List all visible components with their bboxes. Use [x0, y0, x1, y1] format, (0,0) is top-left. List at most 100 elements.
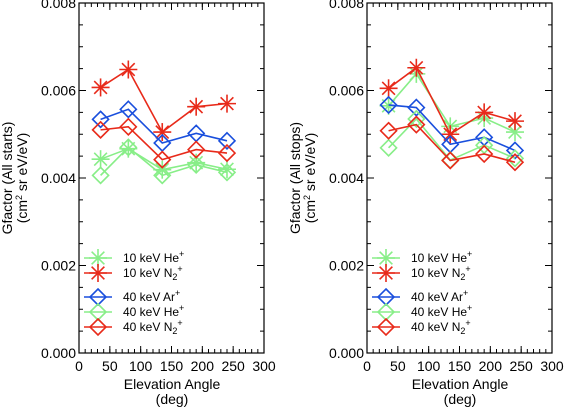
data-point-diamond: [505, 153, 525, 172]
series-lines: [379, 58, 525, 172]
data-point-diamond: [217, 163, 237, 182]
legend-label: 10 keV N2+: [411, 264, 471, 282]
legend-label: 40 keV Ar+: [411, 288, 468, 304]
series-10-kev-n2: [379, 58, 524, 144]
y-tick-label: 0.002: [41, 258, 76, 274]
data-point-diamond: [505, 141, 525, 160]
x-tick-labels: 0 50 100 150 200 250 300: [363, 358, 564, 374]
data-point-diamond: [475, 144, 494, 164]
x-tick-label: 100: [129, 358, 153, 374]
legend-label: 40 keV He+: [411, 303, 472, 319]
chart-left: 0.000 0.002 0.004 0.006 0.008 0 50 100 150 200 25…: [0, 0, 276, 407]
x-tick-label: 0: [75, 358, 83, 374]
data-point-diamond: [217, 131, 237, 150]
legend: 10 keV He+10 keV N2+ 40 keV Ar+40 keV He+…: [372, 249, 472, 337]
tick-marks: [366, 2, 553, 354]
chart-right: 0.000 0.002 0.004 0.006 0.008 0 50 100 150 200 25…: [287, 0, 564, 407]
data-point-star: [218, 94, 236, 113]
legend-item-40-kev-ar: 40 keV Ar+: [84, 287, 180, 307]
x-tick-label: 300: [540, 358, 564, 374]
legend-label: 40 keV N2+: [411, 318, 471, 336]
data-point-diamond: [119, 100, 138, 119]
series-40-kev-ar: [91, 100, 237, 153]
series-40-kev-n2: [91, 117, 237, 169]
legend-item-10-kev-he: 10 keV He+: [84, 249, 184, 267]
y-axis-label-line1: Gfactor (All stops): [287, 122, 303, 234]
y-tick-label: 0.008: [41, 0, 76, 11]
data-point-diamond: [217, 143, 237, 163]
data-point-star: [506, 112, 524, 131]
series-lines: [91, 60, 237, 185]
data-point-star: [91, 150, 110, 169]
y-tick-label: 0.008: [329, 0, 364, 11]
tick-marks: [78, 2, 265, 354]
legend-item-10-kev-n2: 10 keV N2+: [84, 264, 183, 282]
y-axis-label-line2: (cm2 sr eV/eV): [14, 133, 30, 224]
data-point-diamond: [505, 149, 525, 168]
data-point-star: [218, 160, 236, 179]
y-tick-label: 0.006: [41, 83, 76, 99]
legend-item-10-kev-n2: 10 keV N2+: [372, 264, 471, 282]
series-line-40-kev-ar: [100, 108, 228, 144]
legend-diamond-marker: [88, 317, 108, 337]
data-point-star: [119, 60, 138, 79]
data-point-diamond: [441, 151, 460, 170]
data-point-diamond: [379, 95, 398, 115]
data-point-star: [187, 97, 206, 116]
data-point-diamond: [187, 140, 206, 159]
data-point-diamond: [153, 166, 172, 185]
y-axis-label-line2: (cm2 sr eV/eV): [302, 133, 318, 224]
series-line-10-kev-n2: [100, 68, 228, 134]
series-40-kev-he: [91, 138, 237, 185]
legend-item-40-kev-he: 40 keV He+: [372, 302, 472, 322]
legend-label: 40 keV N2+: [123, 318, 183, 336]
series-10-kev-n2: [91, 60, 236, 142]
x-axis-unit: (deg): [156, 391, 189, 407]
y-tick-label: 0.000: [41, 345, 76, 361]
x-tick-label: 200: [191, 358, 215, 374]
data-point-star: [441, 125, 460, 144]
data-point-diamond: [407, 109, 426, 129]
legend-label: 40 keV He+: [123, 303, 184, 319]
x-tick-label: 300: [252, 358, 276, 374]
x-tick-label: 200: [479, 358, 503, 374]
legend-star-marker: [377, 264, 395, 282]
data-point-diamond: [91, 110, 110, 129]
legend-item-10-kev-he: 10 keV He+: [372, 249, 472, 267]
x-tick-label: 50: [390, 358, 406, 374]
data-point-star: [475, 103, 494, 122]
data-point-diamond: [153, 150, 172, 169]
data-point-diamond: [91, 166, 110, 185]
legend-label: 10 keV N2+: [123, 264, 183, 282]
x-tick-label: 50: [102, 358, 118, 374]
y-tick-label: 0.004: [41, 170, 76, 186]
x-axis-unit: (deg): [444, 391, 477, 407]
x-tick-label: 250: [509, 358, 533, 374]
data-point-star: [91, 78, 110, 97]
x-axis-label: Elevation Angle: [412, 376, 509, 392]
data-point-star: [379, 79, 398, 98]
series-line-40-kev-n2: [388, 123, 516, 164]
legend: 10 keV He+10 keV N2+ 40 keV Ar+40 keV He+…: [84, 249, 184, 337]
x-tick-label: 100: [417, 358, 441, 374]
data-point-star: [407, 58, 426, 77]
data-point-star: [153, 123, 172, 142]
legend-item-40-kev-n2: 40 keV N2+: [372, 317, 471, 337]
series-line-40-kev-n2: [100, 125, 228, 161]
data-point-diamond: [379, 121, 398, 140]
x-tick-labels: 0 50 100 150 200 250 300: [75, 358, 276, 374]
legend-label: 10 keV He+: [123, 249, 184, 265]
y-tick-label: 0.000: [329, 345, 364, 361]
data-point-diamond: [407, 115, 426, 134]
x-tick-label: 150: [448, 358, 472, 374]
data-point-diamond: [119, 138, 138, 157]
y-tick-label: 0.006: [329, 83, 364, 99]
y-tick-labels: 0.000 0.002 0.004 0.006 0.008: [41, 0, 76, 361]
legend-item-40-kev-n2: 40 keV N2+: [84, 317, 183, 337]
series-line-10-kev-he: [387, 72, 516, 133]
data-point-diamond: [119, 117, 138, 136]
series-line-40-kev-ar: [388, 104, 516, 152]
y-tick-labels: 0.000 0.002 0.004 0.006 0.008: [329, 0, 364, 361]
y-tick-label: 0.002: [329, 258, 364, 274]
